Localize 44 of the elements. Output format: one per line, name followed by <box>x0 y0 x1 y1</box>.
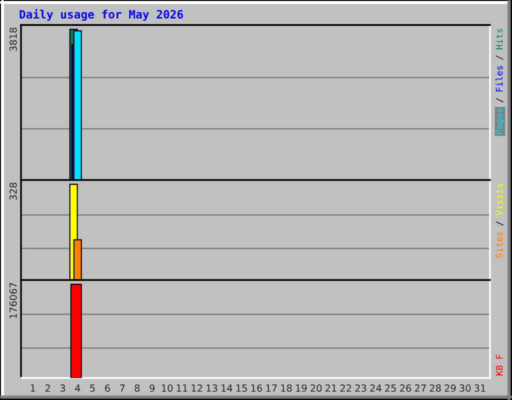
x-tick-label: 1 <box>30 384 36 392</box>
text: 328 <box>10 182 17 200</box>
text: / <box>496 55 504 60</box>
text: Sites <box>496 232 503 258</box>
x-tick-label: 22 <box>340 384 352 392</box>
x-tick-label: 5 <box>90 384 95 392</box>
x-tick-label: 29 <box>444 384 456 392</box>
text: KB F <box>496 354 503 376</box>
x-tick-label: 31 <box>474 384 486 392</box>
x-tick-label: 30 <box>460 384 471 392</box>
text: Hits <box>496 28 503 50</box>
x-tick-label: 18 <box>281 384 292 392</box>
x-tick-label: 28 <box>430 384 441 392</box>
text: Files <box>496 66 503 92</box>
x-tick-label: 2 <box>45 384 50 392</box>
x-tick-label: 7 <box>120 384 125 392</box>
x-tick-label: 8 <box>134 384 140 392</box>
x-tick-label: 19 <box>296 384 307 392</box>
text: Pages <box>496 108 504 134</box>
x-tick-label: 11 <box>176 384 188 392</box>
chart-title: Daily usage for May 2026 <box>20 9 183 21</box>
x-tick-label: 13 <box>206 384 218 392</box>
x-tick-label: 12 <box>192 384 202 392</box>
x-tick-label: 20 <box>310 384 322 392</box>
text: 176067 <box>10 282 17 318</box>
x-tick-label: 27 <box>414 384 426 392</box>
x-tick-label: 14 <box>222 384 232 392</box>
x-tick-label: 26 <box>400 384 412 392</box>
x-tick-label: 24 <box>370 384 382 392</box>
x-tick-label: 17 <box>266 384 277 392</box>
x-tick-label: 4 <box>75 384 80 392</box>
x-tick-label: 16 <box>251 384 262 392</box>
x-tick-label: 15 <box>236 384 247 392</box>
x-tick-label: 6 <box>105 384 110 392</box>
x-tick-label: 23 <box>355 384 366 392</box>
x-tick-label: 3 <box>60 384 66 392</box>
text: / <box>496 98 504 102</box>
text: 3818 <box>10 28 17 52</box>
x-tick-label: 9 <box>150 384 155 392</box>
x-tick-label: 10 <box>162 384 173 392</box>
text: / <box>496 221 504 226</box>
x-tick-label: 25 <box>385 384 396 392</box>
text: Visits <box>496 184 503 216</box>
x-tick-label: 21 <box>326 384 336 392</box>
